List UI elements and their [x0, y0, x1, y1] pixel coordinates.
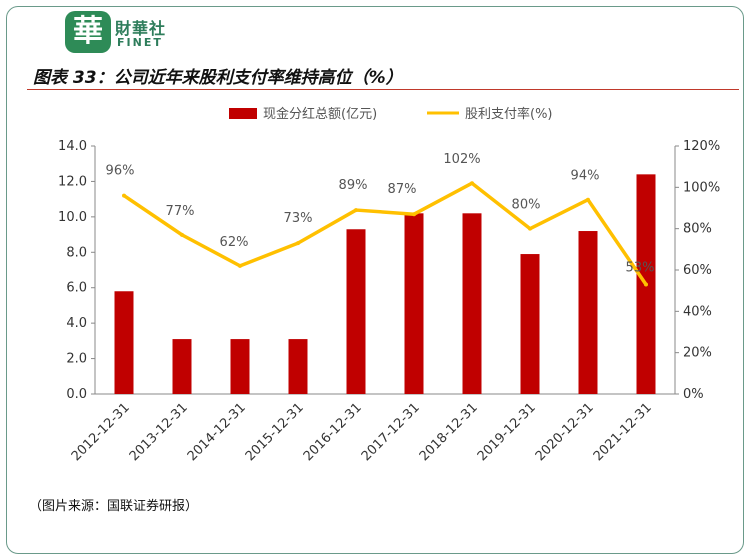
- source-note: （图片来源：国联证券研报）: [29, 499, 199, 514]
- payout-point-2012-12-31: [122, 193, 126, 198]
- y-left-tick-label: 6.0: [66, 281, 87, 296]
- y-right-tick-label: 120%: [683, 139, 720, 154]
- finet-logo-icon: 華: [65, 11, 111, 53]
- bar-2012-12-31: [114, 291, 134, 394]
- bar-2014-12-31: [230, 339, 250, 394]
- chart-title: 图表 33：公司近年来股利支付率维持高位（%）: [33, 68, 403, 88]
- payout-point-2019-12-31: [528, 226, 532, 231]
- payout-data-label: 73%: [284, 211, 313, 226]
- y-right-tick-label: 20%: [683, 346, 712, 361]
- bar-2018-12-31: [462, 213, 482, 394]
- payout-data-label: 62%: [220, 235, 249, 250]
- bar-2016-12-31: [346, 229, 366, 394]
- x-tick-label: 2020-12-31: [533, 400, 597, 464]
- y-right-tick-label: 60%: [683, 263, 712, 278]
- y-left-tick-label: 12.0: [58, 174, 87, 189]
- payout-point-2014-12-31: [238, 263, 242, 268]
- payout-point-2013-12-31: [180, 232, 184, 237]
- x-tick-label: 2014-12-31: [185, 400, 249, 464]
- x-tick-label: 2021-12-31: [591, 400, 655, 464]
- payout-data-label: 94%: [571, 169, 600, 184]
- payout-point-2016-12-31: [354, 208, 358, 213]
- x-tick-label: 2015-12-31: [243, 400, 307, 464]
- payout-point-2018-12-31: [470, 181, 474, 186]
- bar-2015-12-31: [288, 339, 308, 394]
- bar-2020-12-31: [578, 231, 598, 394]
- combo-chart: 现金分红总额(亿元) 股利支付率(%) 0.0 2.0 4.0 6.0 8.0 10.0 12.…: [58, 106, 720, 464]
- payout-ratio-line: [123, 181, 648, 286]
- y-left-tick-label: 2.0: [66, 352, 87, 367]
- y-right-tick-label: 40%: [683, 304, 712, 319]
- y-left-tick-label: 4.0: [66, 316, 87, 331]
- y-right-tick-label: 100%: [683, 180, 720, 195]
- payout-point-2020-12-31: [586, 197, 590, 202]
- payout-data-label: 89%: [339, 178, 368, 193]
- x-tick-label: 2013-12-31: [127, 400, 191, 464]
- y-right-tick-label: 80%: [683, 222, 712, 237]
- y-left-tick-label: 0.0: [66, 387, 87, 402]
- payout-data-label: 96%: [106, 164, 135, 179]
- x-tick-label: 2017-12-31: [359, 400, 423, 464]
- x-tick-label: 2019-12-31: [475, 400, 539, 464]
- payout-point-2021-12-31: [644, 282, 648, 287]
- legend-label-line: 股利支付率(%): [465, 106, 553, 122]
- payout-data-label: 77%: [166, 204, 195, 219]
- y-left-tick-label: 10.0: [58, 210, 87, 225]
- payout-data-label: 80%: [512, 198, 541, 213]
- payout-data-label: 102%: [443, 152, 480, 167]
- bar-2017-12-31: [404, 213, 424, 394]
- y-right-tick-label: 0%: [683, 387, 704, 402]
- logo-english-text: FINET: [117, 36, 163, 49]
- bar-2019-12-31: [520, 254, 540, 394]
- y-left-tick-label: 14.0: [58, 139, 87, 154]
- title-divider: [27, 89, 739, 90]
- chart-frame: 華 財華社 FINET 图表 33：公司近年来股利支付率维持高位（%） 现金分红…: [6, 6, 744, 554]
- payout-data-label: 53%: [626, 260, 655, 275]
- y-left-tick-label: 8.0: [66, 245, 87, 260]
- x-tick-label: 2018-12-31: [417, 400, 481, 464]
- payout-point-2015-12-31: [296, 241, 300, 246]
- legend-swatch-bar: [229, 108, 257, 119]
- payout-data-label: 87%: [388, 182, 417, 197]
- bar-2013-12-31: [172, 339, 192, 394]
- x-tick-label: 2016-12-31: [301, 400, 365, 464]
- payout-point-2017-12-31: [412, 212, 416, 217]
- legend-label-bar: 现金分红总额(亿元): [263, 106, 377, 122]
- logo-chinese-text: 財華社: [115, 19, 167, 38]
- x-tick-label: 2012-12-31: [69, 400, 133, 464]
